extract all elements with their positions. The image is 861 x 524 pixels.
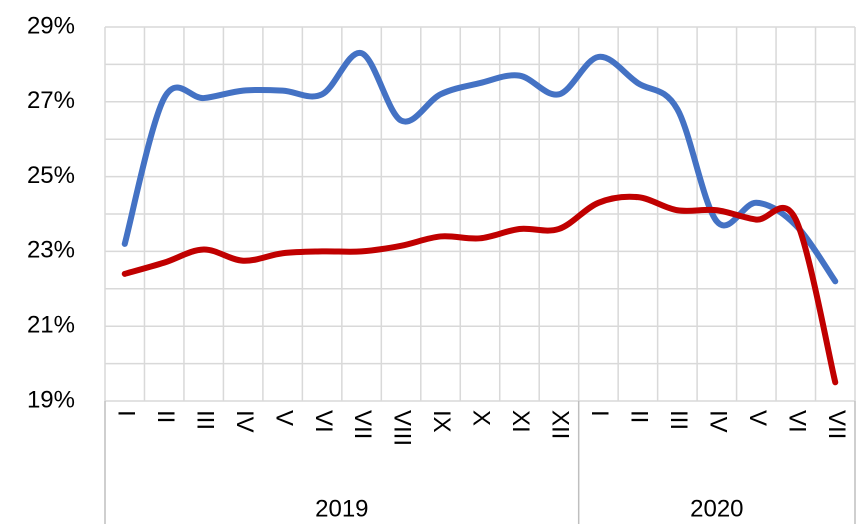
x-tick-label: IV xyxy=(704,410,731,433)
y-tick-label: 29% xyxy=(27,12,75,39)
group-label: 2019 xyxy=(315,495,368,522)
x-tick-label: III xyxy=(191,410,218,430)
x-tick-label: I xyxy=(112,410,139,417)
x-tick-label: VI xyxy=(783,410,810,433)
x-tick-label: VII xyxy=(349,410,376,439)
y-tick-label: 23% xyxy=(27,237,75,264)
x-tick-label: VIII xyxy=(389,410,416,446)
x-tick-label: XI xyxy=(507,410,534,433)
x-tick-label: VI xyxy=(310,410,337,433)
x-tick-label: V xyxy=(270,410,297,426)
x-tick-label: V xyxy=(744,410,771,426)
series-line xyxy=(121,193,839,386)
y-tick-label: 27% xyxy=(27,87,75,114)
x-tick-label: VII xyxy=(823,410,850,439)
x-tick-label: III xyxy=(665,410,692,430)
x-tick-label: IX xyxy=(428,410,455,433)
x-tick-label: X xyxy=(468,410,495,426)
y-tick-label: 19% xyxy=(27,386,75,413)
x-tick-label: II xyxy=(626,410,653,423)
y-tick-label: 21% xyxy=(27,312,75,339)
x-tick-label: IV xyxy=(231,410,258,433)
x-tick-label: XII xyxy=(547,410,574,439)
y-tick-label: 25% xyxy=(27,162,75,189)
x-tick-label: I xyxy=(586,410,613,417)
series-line xyxy=(121,50,839,285)
x-tick-label: II xyxy=(152,410,179,423)
group-label: 2020 xyxy=(690,495,743,522)
